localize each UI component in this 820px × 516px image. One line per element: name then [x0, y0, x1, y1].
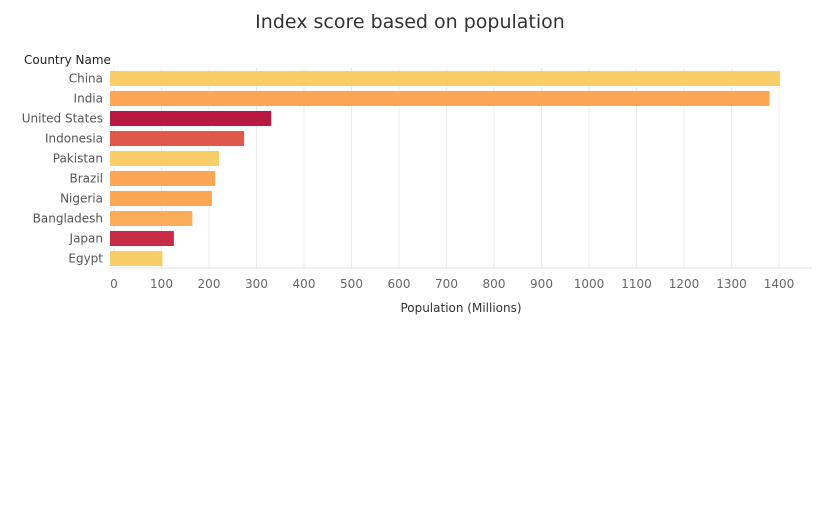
bar-india[interactable] [110, 91, 770, 106]
x-tick-label: 900 [530, 277, 553, 291]
x-tick-label: 100 [150, 277, 173, 291]
bar-china[interactable] [110, 71, 780, 86]
category-label: Egypt [68, 252, 103, 266]
x-tick-label: 500 [340, 277, 363, 291]
x-tick-label: 0 [110, 277, 118, 291]
dimension-header: Country Name [24, 53, 111, 67]
bar-bangladesh[interactable] [110, 211, 193, 226]
category-label: Brazil [70, 172, 104, 186]
bar-pakistan[interactable] [110, 151, 219, 166]
bar-japan[interactable] [110, 231, 174, 246]
category-label: India [74, 92, 103, 106]
x-tick-label: 200 [198, 277, 221, 291]
x-tick-label: 400 [293, 277, 316, 291]
x-axis-title: Population (Millions) [400, 301, 521, 315]
category-label: Indonesia [45, 132, 103, 146]
bar-united-states[interactable] [110, 111, 272, 126]
x-tick-label: 1000 [574, 277, 605, 291]
x-tick-label: 1100 [621, 277, 652, 291]
category-labels: China India United States Indonesia Pakistan… [22, 72, 104, 266]
x-tick-label: 300 [245, 277, 268, 291]
x-tick-labels: 0 100 200 300 400 500 600 700 800 900 1000 1100 1200… [110, 277, 794, 291]
category-label: Japan [69, 232, 103, 246]
x-tick-label: 600 [388, 277, 411, 291]
x-tick-label: 1200 [669, 277, 700, 291]
bar-nigeria[interactable] [110, 191, 212, 206]
bar-indonesia[interactable] [110, 131, 245, 146]
category-label: Bangladesh [33, 212, 103, 226]
category-label: China [69, 72, 103, 86]
category-label: Nigeria [60, 192, 103, 206]
category-label: Pakistan [53, 152, 103, 166]
x-tick-label: 800 [483, 277, 506, 291]
bar-egypt[interactable] [110, 251, 163, 266]
bars [110, 71, 780, 266]
x-tick-label: 700 [435, 277, 458, 291]
bar-brazil[interactable] [110, 171, 216, 186]
x-tick-label: 1400 [764, 277, 795, 291]
x-tick-label: 1300 [716, 277, 747, 291]
chart-title: Index score based on population [255, 11, 565, 33]
category-label: United States [22, 112, 103, 126]
